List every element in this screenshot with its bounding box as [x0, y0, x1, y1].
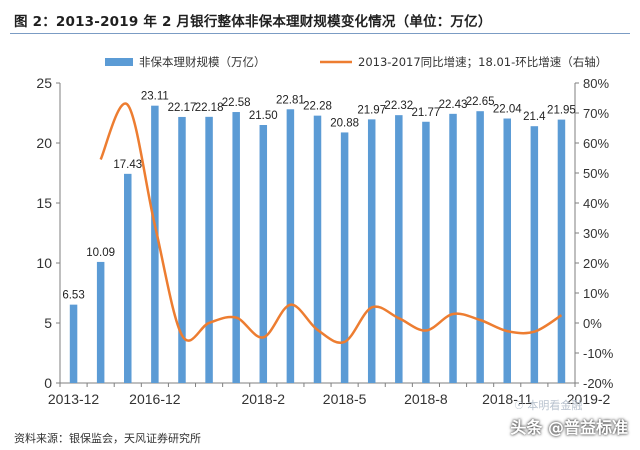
bar — [422, 121, 430, 383]
watermark: 头条 @普益标准 — [510, 418, 628, 437]
right-tick-label: 30% — [583, 226, 609, 241]
bar — [69, 304, 78, 383]
bar — [367, 119, 376, 384]
bar-data-label: 21.97 — [357, 104, 386, 116]
bar — [449, 113, 457, 383]
left-tick-label: 0 — [44, 375, 52, 391]
bar-data-label: 22.32 — [384, 100, 413, 112]
left-tick-label: 15 — [36, 195, 52, 211]
bar-data-label: 22.17 — [168, 102, 197, 114]
right-tick-label: 80% — [583, 76, 609, 91]
x-tick-label: 2019-2 — [567, 391, 611, 407]
source-note: 资料来源：银保监会，天风证券研究所 — [14, 432, 201, 445]
bar-data-label: 22.28 — [303, 101, 332, 113]
right-tick-label: -20% — [583, 376, 614, 391]
right-tick-label: 40% — [583, 196, 609, 211]
bar-data-label: 10.09 — [86, 247, 115, 259]
chart-title: 图 2：2013-2019 年 2 月银行整体非保本理财规模变化情况（单位：万亿… — [14, 14, 492, 30]
x-tick-label: 2018-8 — [404, 391, 448, 407]
left-tick-label: 10 — [36, 255, 52, 271]
bar — [124, 173, 132, 383]
bar — [340, 132, 349, 383]
bar — [313, 115, 322, 383]
bar-data-label: 22.18 — [195, 102, 224, 114]
legend-bar-label: 非保本理财规模（万亿） — [139, 55, 266, 69]
left-tick-label: 5 — [44, 315, 52, 331]
legend-bar-swatch — [105, 58, 133, 66]
x-tick-label: 2018-5 — [323, 391, 367, 407]
bar — [205, 116, 213, 383]
right-tick-label: 10% — [583, 286, 609, 301]
bar — [557, 119, 566, 383]
faint-watermark: ☉ 本明看金融 — [514, 399, 583, 412]
x-tick-label: 2016-12 — [129, 391, 181, 407]
bar — [530, 126, 539, 383]
bar — [286, 109, 295, 383]
bar-data-label: 22.43 — [439, 99, 468, 111]
right-tick-label: 50% — [583, 166, 609, 181]
bar-data-label: 22.58 — [222, 97, 251, 109]
bar — [96, 261, 105, 383]
bar — [232, 112, 240, 383]
bar — [259, 125, 268, 383]
bar-data-label: 22.81 — [276, 94, 305, 106]
x-tick-label: 2018-2 — [241, 391, 285, 407]
left-tick-label: 20 — [36, 135, 52, 151]
right-tick-label: 0% — [583, 316, 602, 331]
bar-data-label: 21.95 — [547, 105, 576, 117]
bar — [503, 118, 511, 384]
bar-data-label: 21.50 — [249, 110, 278, 122]
legend-line-label: 2013-2017同比增速；18.01-环比增速（右轴） — [358, 55, 607, 69]
bar-data-label: 22.65 — [466, 96, 495, 108]
right-tick-label: -10% — [583, 346, 614, 361]
bar-data-label: 22.04 — [493, 104, 522, 116]
right-tick-label: 60% — [583, 136, 609, 151]
bar-data-label: 21.77 — [412, 107, 441, 119]
growth-rate-line — [99, 102, 563, 344]
bar — [395, 115, 403, 383]
x-tick-label: 2018-11 — [482, 391, 533, 407]
bar-data-label: 6.53 — [62, 290, 84, 302]
bar-data-label: 21.4 — [523, 111, 546, 123]
bar-data-label: 23.11 — [141, 91, 169, 103]
bar — [178, 116, 186, 384]
bar-data-label: 17.43 — [113, 159, 142, 171]
x-tick-label: 2013-12 — [48, 391, 100, 407]
title-rule — [10, 33, 630, 34]
bar-data-label: 20.88 — [330, 117, 359, 129]
bar — [476, 111, 484, 383]
right-tick-label: 20% — [583, 256, 609, 271]
left-tick-label: 25 — [36, 75, 52, 91]
right-tick-label: 70% — [583, 106, 609, 121]
bar — [151, 105, 159, 384]
